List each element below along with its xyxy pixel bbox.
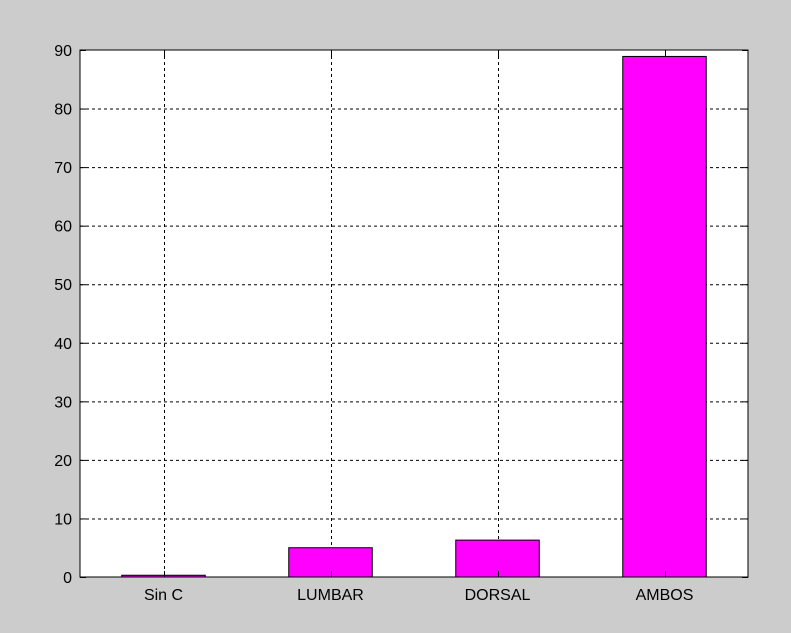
bars	[121, 55, 707, 578]
y-tick-label: 80	[54, 102, 72, 119]
tick-marks	[80, 50, 748, 578]
x-tick-label: AMBOS	[636, 587, 694, 604]
y-tick-label: 90	[54, 43, 72, 60]
x-tick-label: LUMBAR	[297, 587, 364, 604]
y-tick-label: 30	[54, 394, 72, 411]
x-tick-label: Sin C	[144, 587, 183, 604]
y-tick-label: 60	[54, 219, 72, 236]
y-tick-label: 20	[54, 453, 72, 470]
bar-dorsal	[455, 539, 540, 578]
x-tick-label: DORSAL	[465, 587, 531, 604]
y-tick-label: 10	[54, 511, 72, 528]
x-tick-labels: Sin C LUMBAR DORSAL AMBOS	[144, 587, 693, 604]
bar-ambos	[622, 55, 707, 578]
y-tick-label: 0	[63, 570, 72, 587]
axes-frame	[79, 49, 749, 578]
y-tick-label: 70	[54, 160, 72, 177]
bar-lumbar	[288, 547, 373, 578]
y-tick-label: 50	[54, 277, 72, 294]
y-tick-label: 40	[54, 336, 72, 353]
y-tick-labels: 0 10 20 30 40 50 60 70 80 90	[54, 43, 72, 587]
